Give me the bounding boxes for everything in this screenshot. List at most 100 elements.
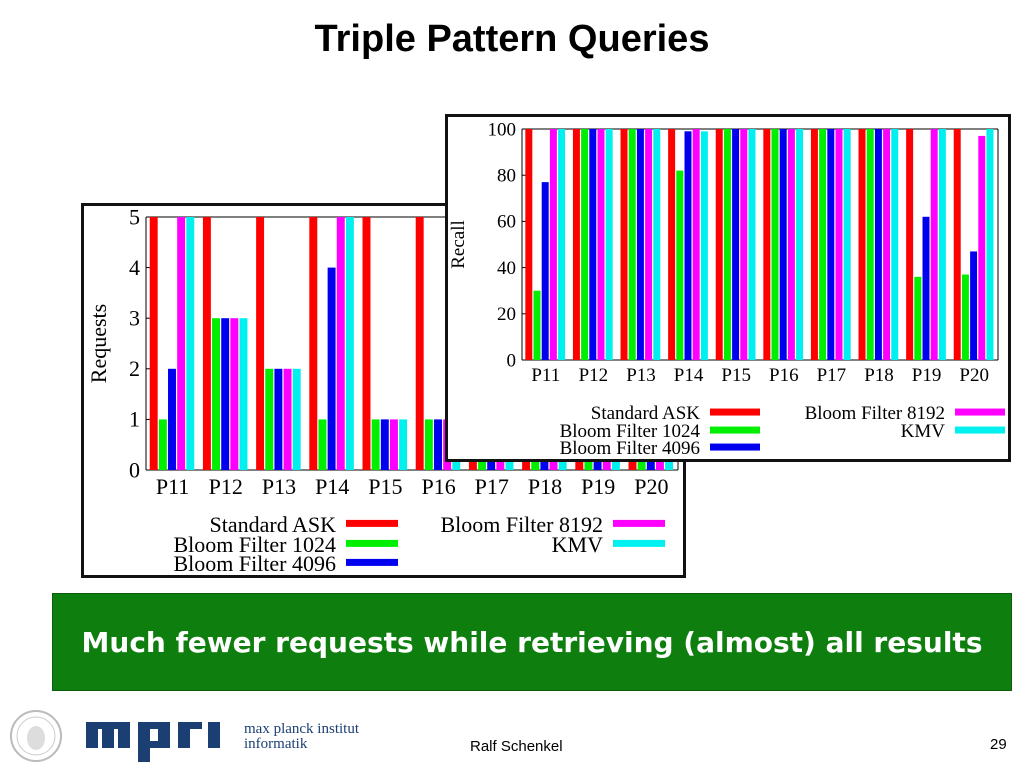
x-tick-label: P18 <box>864 365 894 386</box>
y-tick-label: 2 <box>129 356 140 381</box>
bar-p12-series-1 <box>572 129 580 360</box>
bar-p13-series-4 <box>283 368 292 470</box>
bar-p12-series-3 <box>589 129 597 360</box>
bar-p17-series-1 <box>810 129 818 360</box>
bar-p16-series-5 <box>796 129 804 360</box>
bar-p13-series-5 <box>292 368 301 470</box>
bar-p17-series-5 <box>843 129 851 360</box>
bar-p20-series-4 <box>978 135 986 360</box>
y-tick-label: 1 <box>129 407 140 432</box>
bar-p20-series-1 <box>953 129 961 360</box>
legend-label: KMV <box>552 532 603 557</box>
slide-title: Triple Pattern Queries <box>314 18 710 60</box>
institute-name-line2: informatik <box>244 736 308 752</box>
x-tick-label: P13 <box>262 474 296 499</box>
bar-p17-series-4 <box>835 129 843 360</box>
bar-p12-series-2 <box>581 129 589 360</box>
legend-swatch <box>613 519 665 527</box>
bar-p18-series-1 <box>858 129 866 360</box>
x-tick-label: P16 <box>769 365 799 386</box>
legend-label: Bloom Filter 1024 <box>560 421 701 442</box>
bar-p14-series-2 <box>318 419 327 470</box>
y-tick-label: 0 <box>129 457 140 482</box>
bar-p16-series-2 <box>424 419 433 470</box>
bar-p18-series-2 <box>866 129 874 360</box>
bar-p15-series-2 <box>723 129 731 360</box>
bar-p16-series-1 <box>415 217 424 470</box>
bar-p13-series-3 <box>636 129 644 360</box>
legend-label: KMV <box>901 421 946 442</box>
bar-p14-series-5 <box>700 131 708 360</box>
bar-p14-series-4 <box>692 129 700 360</box>
x-tick-label: P15 <box>721 365 751 386</box>
bar-p15-series-4 <box>740 129 748 360</box>
bar-p13-series-1 <box>256 217 265 470</box>
y-axis-label: Recall <box>448 220 469 269</box>
bar-p15-series-5 <box>748 129 756 360</box>
mpi-seal-logo <box>8 708 238 769</box>
bar-p19-series-3 <box>922 216 930 360</box>
bar-p13-series-1 <box>620 129 628 360</box>
mpi-wordmark <box>86 722 220 762</box>
conclusion-banner: Much fewer requests while retrieving (al… <box>52 593 1012 691</box>
x-tick-label: P14 <box>674 365 704 386</box>
legend-swatch <box>613 539 665 547</box>
y-tick-label: 100 <box>488 119 517 140</box>
legend-label: Bloom Filter 8192 <box>440 512 603 537</box>
bar-p16-series-3 <box>434 419 442 470</box>
bar-p12-series-4 <box>230 318 239 470</box>
x-tick-label: P11 <box>156 474 189 499</box>
bar-p15-series-3 <box>380 419 389 470</box>
bar-p20-series-3 <box>970 251 978 360</box>
bar-p13-series-3 <box>274 368 283 470</box>
x-tick-label: P14 <box>315 474 349 499</box>
page-number: 29 <box>990 736 1007 753</box>
bar-p20-series-2 <box>961 274 969 360</box>
y-tick-label: 40 <box>497 258 516 279</box>
legend-swatch <box>710 408 760 416</box>
bar-p13-series-2 <box>628 129 636 360</box>
x-tick-label: P17 <box>475 474 509 499</box>
bar-p13-series-5 <box>653 129 661 360</box>
bar-p11-series-1 <box>525 129 533 360</box>
y-tick-label: 4 <box>129 255 140 280</box>
x-tick-label: P19 <box>912 365 942 386</box>
bar-p14-series-5 <box>345 217 354 470</box>
bar-p15-series-3 <box>732 129 740 360</box>
bar-p14-series-3 <box>327 267 336 470</box>
x-tick-label: P12 <box>579 365 609 386</box>
y-axis-label: Requests <box>86 304 111 383</box>
legend-swatch <box>710 443 760 451</box>
x-tick-label: P18 <box>528 474 562 499</box>
bar-p11-series-5 <box>186 217 195 470</box>
bar-p14-series-2 <box>676 170 684 360</box>
bar-p11-series-4 <box>177 217 186 470</box>
bar-p11-series-5 <box>558 129 566 360</box>
bar-p19-series-4 <box>930 129 938 360</box>
bar-p14-series-1 <box>309 217 318 470</box>
bar-p18-series-3 <box>874 129 882 360</box>
bar-p12-series-3 <box>221 318 230 470</box>
bar-p15-series-2 <box>371 419 380 470</box>
bar-p20-series-5 <box>986 129 994 360</box>
legend-label: Standard ASK <box>210 512 337 537</box>
bar-p15-series-4 <box>389 419 398 470</box>
legend-swatch <box>346 558 398 566</box>
x-tick-label: P20 <box>634 474 668 499</box>
legend-swatch <box>346 519 398 527</box>
bar-p18-series-4 <box>883 129 891 360</box>
legend-label: Bloom Filter 4096 <box>560 438 700 459</box>
x-tick-label: P17 <box>817 365 847 386</box>
x-tick-label: P16 <box>421 474 455 499</box>
bar-p11-series-1 <box>149 217 158 470</box>
bar-p18-series-5 <box>891 129 899 360</box>
bar-p13-series-2 <box>265 368 274 470</box>
y-tick-label: 60 <box>497 212 516 233</box>
bar-p17-series-3 <box>827 129 835 360</box>
bar-p14-series-3 <box>684 131 692 360</box>
bar-p11-series-4 <box>549 129 557 360</box>
bar-p11-series-3 <box>168 368 176 470</box>
y-tick-label: 80 <box>497 165 516 186</box>
bar-p11-series-3 <box>541 182 549 360</box>
bar-p16-series-4 <box>787 129 795 360</box>
